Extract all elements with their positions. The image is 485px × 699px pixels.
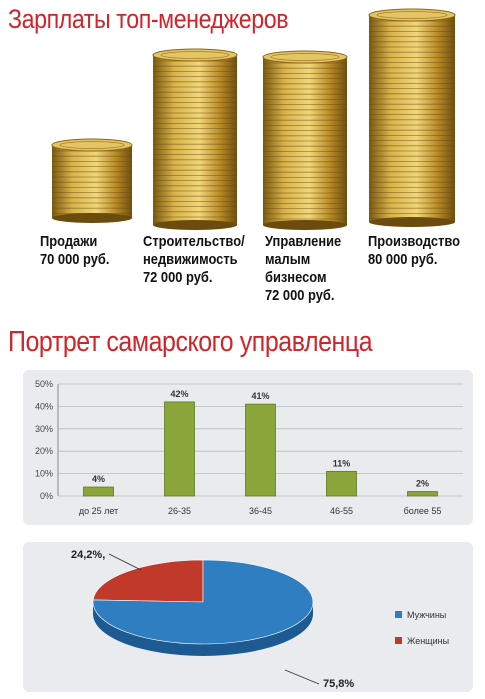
gender-pie-chart: 75,8% 24,2%, Мужчины Женщины xyxy=(71,549,449,690)
bar-y-tick-label: 10% xyxy=(35,469,53,479)
coin-stack-3 xyxy=(262,50,348,230)
coin-stack-1 xyxy=(51,138,133,223)
bar-4 xyxy=(326,470,357,497)
bar-2 xyxy=(164,401,195,497)
bar-x-tick-label: 36-45 xyxy=(249,506,272,516)
bar-data-label: 2% xyxy=(416,479,429,489)
salaries-title: Зарплаты топ-менеджеров xyxy=(8,4,289,34)
legend-label: Женщины xyxy=(407,636,449,646)
bar-data-label: 4% xyxy=(92,474,105,484)
pie-slice-2 xyxy=(92,559,204,603)
bar-3 xyxy=(245,403,276,497)
bar-data-label: 41% xyxy=(251,391,269,401)
age-bar-chart: 0% 10% 20% 30% 40% 50% 4% до 25 лет 42% 26-35 41% 3… xyxy=(35,379,463,516)
pie-leader-line xyxy=(284,669,320,685)
bar-data-label: 42% xyxy=(170,389,188,399)
bar-x-tick-label: 26-35 xyxy=(168,506,191,516)
bar-x-tick-label: 46-55 xyxy=(330,506,353,516)
pie-data-label-women: 24,2%, xyxy=(71,549,105,561)
bar-y-tick-label: 30% xyxy=(35,424,53,434)
pie-leader-line xyxy=(108,553,142,571)
coin-stack-4 xyxy=(368,8,456,227)
pie-side xyxy=(93,602,313,656)
bar-y-tick-label: 20% xyxy=(35,446,53,456)
bar-1 xyxy=(83,486,114,497)
portrait-title: Портрет самарского управленца xyxy=(8,326,373,358)
gender-chart-panel: 75,8% 24,2%, Мужчины Женщины xyxy=(23,542,473,692)
bar-data-label: 11% xyxy=(333,458,351,468)
salary-caption-small-business: Управление малым бизнесом 72 000 руб. xyxy=(265,233,342,304)
bar-y-tick-label: 0% xyxy=(40,491,53,501)
legend-label: Мужчины xyxy=(407,610,446,620)
bar-y-tick-label: 50% xyxy=(35,379,53,389)
salary-caption-construction: Строительство/ недвижимость 72 000 руб. xyxy=(143,233,245,286)
legend-swatch xyxy=(395,637,402,644)
bar-x-tick-label: более 55 xyxy=(404,506,442,516)
salary-caption-sales: Продажи 70 000 руб. xyxy=(40,233,110,268)
coin-stacks-illustration xyxy=(51,8,456,230)
salary-caption-production: Производство 80 000 руб. xyxy=(368,233,461,268)
bar-5 xyxy=(407,491,438,497)
pie-data-label-men: 75,8% xyxy=(323,678,354,690)
bar-x-tick-label: до 25 лет xyxy=(79,506,118,516)
bar-y-tick-label: 40% xyxy=(35,401,53,411)
pie-slice-1 xyxy=(92,559,314,645)
legend-swatch xyxy=(395,611,402,618)
age-chart-panel: 0% 10% 20% 30% 40% 50% 4% до 25 лет 42% 26-35 41% 3… xyxy=(23,370,473,525)
coin-stack-2 xyxy=(152,48,238,230)
